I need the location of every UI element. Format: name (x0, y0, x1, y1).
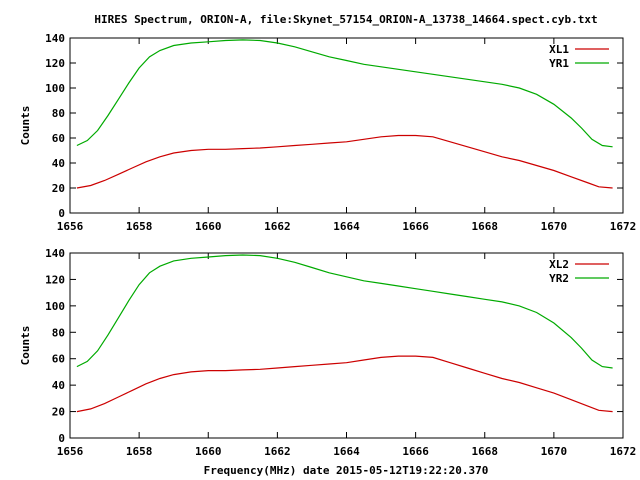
y-tick-label: 140 (45, 32, 65, 45)
x-tick-label: 1668 (472, 445, 499, 458)
y-tick-label: 20 (52, 182, 65, 195)
x-tick-label: 1662 (264, 220, 291, 233)
y-tick-label: 40 (52, 157, 65, 170)
y-tick-label: 0 (58, 207, 65, 220)
x-tick-label: 1664 (333, 445, 360, 458)
y-tick-label: 100 (45, 82, 65, 95)
y-tick-label: 60 (52, 353, 65, 366)
series-line-XL1 (76, 134, 613, 189)
x-tick-label: 1672 (610, 445, 637, 458)
legend-label: YR2 (549, 272, 569, 285)
x-tick-label: 1660 (195, 220, 222, 233)
series-line-YR2 (76, 254, 613, 369)
y-tick-label: 120 (45, 273, 65, 286)
x-tick-label: 1656 (57, 445, 84, 458)
y-tick-label: 60 (52, 132, 65, 145)
x-tick-label: 1658 (126, 445, 153, 458)
x-tick-label: 1658 (126, 220, 153, 233)
x-tick-label: 1664 (333, 220, 360, 233)
plot-frame (69, 37, 624, 214)
y-axis-label: Counts (19, 106, 32, 146)
x-tick-label: 1666 (402, 220, 429, 233)
y-tick-label: 80 (52, 107, 65, 120)
y-tick-label: 80 (52, 326, 65, 339)
y-axis-label: Counts (19, 326, 32, 366)
series-line-YR1 (76, 39, 613, 148)
x-tick-label: 1668 (472, 220, 499, 233)
x-axis-label: Frequency(MHz) date 2015-05-12T19:22:20.… (204, 464, 489, 477)
x-tick-label: 1656 (57, 220, 84, 233)
y-tick-label: 40 (52, 379, 65, 392)
x-tick-label: 1660 (195, 445, 222, 458)
legend-label: XL1 (549, 43, 569, 56)
series-line-XL2 (76, 355, 613, 413)
top-panel: 1656 1658 1660 1662 1664 1666 1668 1670 1672 0 20 4… (19, 32, 636, 233)
legend-label: XL2 (549, 258, 569, 271)
plot-frame (69, 252, 624, 439)
x-tick-label: 1670 (541, 445, 568, 458)
y-tick-label: 0 (58, 432, 65, 445)
x-tick-label: 1670 (541, 220, 568, 233)
x-tick-label: 1666 (402, 445, 429, 458)
figure-title: HIRES Spectrum, ORION-A, file:Skynet_571… (94, 13, 597, 26)
y-tick-label: 20 (52, 406, 65, 419)
y-tick-label: 120 (45, 57, 65, 70)
x-tick-label: 1672 (610, 220, 637, 233)
legend-label: YR1 (549, 57, 569, 70)
y-tick-label: 140 (45, 247, 65, 260)
y-tick-label: 100 (45, 300, 65, 313)
x-tick-label: 1662 (264, 445, 291, 458)
bottom-panel: 1656 1658 1660 1662 1664 1666 1668 1670 1672 0 20 4… (19, 247, 636, 458)
